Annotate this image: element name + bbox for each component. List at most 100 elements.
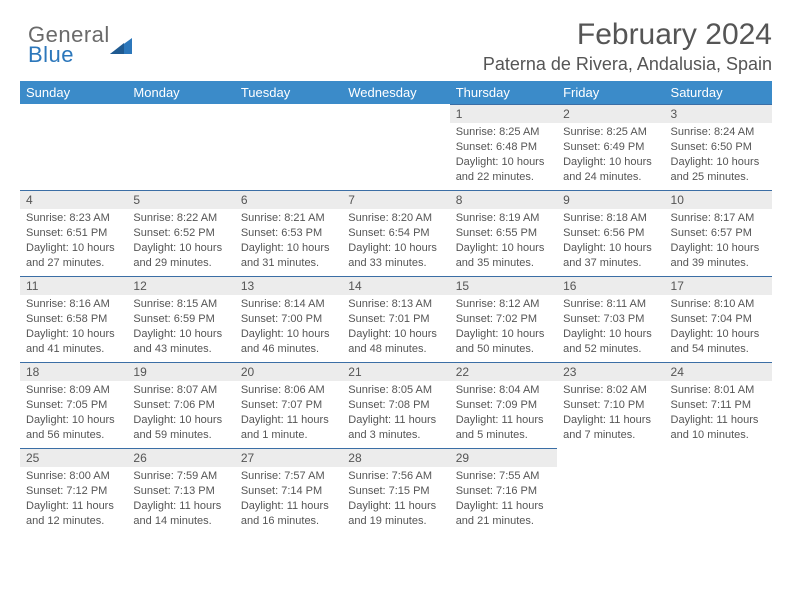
calendar-table: Sunday Monday Tuesday Wednesday Thursday… bbox=[20, 81, 772, 532]
day-number: 6 bbox=[235, 190, 342, 209]
day-header: Tuesday bbox=[235, 81, 342, 104]
day-number: 1 bbox=[450, 104, 557, 123]
day-header: Thursday bbox=[450, 81, 557, 104]
calendar-cell: 28Sunrise: 7:56 AMSunset: 7:15 PMDayligh… bbox=[342, 448, 449, 532]
month-title: February 2024 bbox=[483, 18, 772, 52]
calendar-cell bbox=[342, 104, 449, 190]
calendar-cell bbox=[235, 104, 342, 190]
day-number: 8 bbox=[450, 190, 557, 209]
calendar-cell: 11Sunrise: 8:16 AMSunset: 6:58 PMDayligh… bbox=[20, 276, 127, 362]
day-details: Sunrise: 7:57 AMSunset: 7:14 PMDaylight:… bbox=[235, 467, 342, 532]
calendar-cell: 4Sunrise: 8:23 AMSunset: 6:51 PMDaylight… bbox=[20, 190, 127, 276]
calendar-cell: 14Sunrise: 8:13 AMSunset: 7:01 PMDayligh… bbox=[342, 276, 449, 362]
day-details: Sunrise: 8:17 AMSunset: 6:57 PMDaylight:… bbox=[665, 209, 772, 274]
calendar-cell: 1Sunrise: 8:25 AMSunset: 6:48 PMDaylight… bbox=[450, 104, 557, 190]
day-details: Sunrise: 8:06 AMSunset: 7:07 PMDaylight:… bbox=[235, 381, 342, 446]
day-details: Sunrise: 8:25 AMSunset: 6:48 PMDaylight:… bbox=[450, 123, 557, 188]
day-number: 22 bbox=[450, 362, 557, 381]
calendar-cell: 6Sunrise: 8:21 AMSunset: 6:53 PMDaylight… bbox=[235, 190, 342, 276]
calendar-week-row: 18Sunrise: 8:09 AMSunset: 7:05 PMDayligh… bbox=[20, 362, 772, 448]
day-details: Sunrise: 8:20 AMSunset: 6:54 PMDaylight:… bbox=[342, 209, 449, 274]
day-details: Sunrise: 8:22 AMSunset: 6:52 PMDaylight:… bbox=[127, 209, 234, 274]
day-details: Sunrise: 8:18 AMSunset: 6:56 PMDaylight:… bbox=[557, 209, 664, 274]
calendar-cell: 5Sunrise: 8:22 AMSunset: 6:52 PMDaylight… bbox=[127, 190, 234, 276]
calendar-week-row: 1Sunrise: 8:25 AMSunset: 6:48 PMDaylight… bbox=[20, 104, 772, 190]
header: General Blue February 2024 Paterna de Ri… bbox=[20, 18, 772, 75]
day-number: 28 bbox=[342, 448, 449, 467]
calendar-cell: 21Sunrise: 8:05 AMSunset: 7:08 PMDayligh… bbox=[342, 362, 449, 448]
day-number: 25 bbox=[20, 448, 127, 467]
calendar-cell: 9Sunrise: 8:18 AMSunset: 6:56 PMDaylight… bbox=[557, 190, 664, 276]
day-number: 5 bbox=[127, 190, 234, 209]
day-details: Sunrise: 8:10 AMSunset: 7:04 PMDaylight:… bbox=[665, 295, 772, 360]
day-number: 15 bbox=[450, 276, 557, 295]
calendar-cell bbox=[127, 104, 234, 190]
calendar-cell: 12Sunrise: 8:15 AMSunset: 6:59 PMDayligh… bbox=[127, 276, 234, 362]
day-header: Monday bbox=[127, 81, 234, 104]
day-header-row: Sunday Monday Tuesday Wednesday Thursday… bbox=[20, 81, 772, 104]
day-number: 4 bbox=[20, 190, 127, 209]
calendar-cell: 20Sunrise: 8:06 AMSunset: 7:07 PMDayligh… bbox=[235, 362, 342, 448]
day-number: 16 bbox=[557, 276, 664, 295]
calendar-cell: 24Sunrise: 8:01 AMSunset: 7:11 PMDayligh… bbox=[665, 362, 772, 448]
logo-word-blue: Blue bbox=[28, 44, 110, 66]
day-details: Sunrise: 8:15 AMSunset: 6:59 PMDaylight:… bbox=[127, 295, 234, 360]
title-block: February 2024 Paterna de Rivera, Andalus… bbox=[483, 18, 772, 75]
empty-day bbox=[235, 104, 342, 122]
calendar-cell: 8Sunrise: 8:19 AMSunset: 6:55 PMDaylight… bbox=[450, 190, 557, 276]
day-details: Sunrise: 8:14 AMSunset: 7:00 PMDaylight:… bbox=[235, 295, 342, 360]
calendar-cell: 25Sunrise: 8:00 AMSunset: 7:12 PMDayligh… bbox=[20, 448, 127, 532]
day-details: Sunrise: 8:09 AMSunset: 7:05 PMDaylight:… bbox=[20, 381, 127, 446]
day-details: Sunrise: 8:02 AMSunset: 7:10 PMDaylight:… bbox=[557, 381, 664, 446]
day-number: 2 bbox=[557, 104, 664, 123]
calendar-page: General Blue February 2024 Paterna de Ri… bbox=[0, 0, 792, 542]
calendar-cell: 23Sunrise: 8:02 AMSunset: 7:10 PMDayligh… bbox=[557, 362, 664, 448]
day-header: Sunday bbox=[20, 81, 127, 104]
day-header: Saturday bbox=[665, 81, 772, 104]
day-number: 27 bbox=[235, 448, 342, 467]
calendar-cell: 3Sunrise: 8:24 AMSunset: 6:50 PMDaylight… bbox=[665, 104, 772, 190]
logo: General Blue bbox=[28, 24, 134, 66]
logo-triangle-icon bbox=[110, 36, 134, 56]
day-details: Sunrise: 8:05 AMSunset: 7:08 PMDaylight:… bbox=[342, 381, 449, 446]
day-details: Sunrise: 8:04 AMSunset: 7:09 PMDaylight:… bbox=[450, 381, 557, 446]
day-number: 24 bbox=[665, 362, 772, 381]
day-details: Sunrise: 7:59 AMSunset: 7:13 PMDaylight:… bbox=[127, 467, 234, 532]
calendar-cell: 7Sunrise: 8:20 AMSunset: 6:54 PMDaylight… bbox=[342, 190, 449, 276]
day-number: 17 bbox=[665, 276, 772, 295]
calendar-cell bbox=[665, 448, 772, 532]
day-details: Sunrise: 8:23 AMSunset: 6:51 PMDaylight:… bbox=[20, 209, 127, 274]
day-details: Sunrise: 7:56 AMSunset: 7:15 PMDaylight:… bbox=[342, 467, 449, 532]
day-number: 19 bbox=[127, 362, 234, 381]
day-details: Sunrise: 8:21 AMSunset: 6:53 PMDaylight:… bbox=[235, 209, 342, 274]
day-number: 21 bbox=[342, 362, 449, 381]
empty-day bbox=[20, 104, 127, 122]
day-details: Sunrise: 8:11 AMSunset: 7:03 PMDaylight:… bbox=[557, 295, 664, 360]
day-header: Friday bbox=[557, 81, 664, 104]
day-details: Sunrise: 8:19 AMSunset: 6:55 PMDaylight:… bbox=[450, 209, 557, 274]
day-number: 11 bbox=[20, 276, 127, 295]
day-details: Sunrise: 8:24 AMSunset: 6:50 PMDaylight:… bbox=[665, 123, 772, 188]
day-header: Wednesday bbox=[342, 81, 449, 104]
calendar-cell: 27Sunrise: 7:57 AMSunset: 7:14 PMDayligh… bbox=[235, 448, 342, 532]
calendar-cell: 18Sunrise: 8:09 AMSunset: 7:05 PMDayligh… bbox=[20, 362, 127, 448]
day-number: 9 bbox=[557, 190, 664, 209]
calendar-week-row: 11Sunrise: 8:16 AMSunset: 6:58 PMDayligh… bbox=[20, 276, 772, 362]
day-details: Sunrise: 8:16 AMSunset: 6:58 PMDaylight:… bbox=[20, 295, 127, 360]
day-number: 13 bbox=[235, 276, 342, 295]
calendar-cell: 10Sunrise: 8:17 AMSunset: 6:57 PMDayligh… bbox=[665, 190, 772, 276]
day-number: 23 bbox=[557, 362, 664, 381]
calendar-cell: 19Sunrise: 8:07 AMSunset: 7:06 PMDayligh… bbox=[127, 362, 234, 448]
day-details: Sunrise: 8:25 AMSunset: 6:49 PMDaylight:… bbox=[557, 123, 664, 188]
calendar-cell: 2Sunrise: 8:25 AMSunset: 6:49 PMDaylight… bbox=[557, 104, 664, 190]
calendar-cell: 29Sunrise: 7:55 AMSunset: 7:16 PMDayligh… bbox=[450, 448, 557, 532]
calendar-cell bbox=[20, 104, 127, 190]
empty-day bbox=[127, 104, 234, 122]
empty-day bbox=[342, 104, 449, 122]
day-details: Sunrise: 8:01 AMSunset: 7:11 PMDaylight:… bbox=[665, 381, 772, 446]
day-number: 26 bbox=[127, 448, 234, 467]
day-details: Sunrise: 8:00 AMSunset: 7:12 PMDaylight:… bbox=[20, 467, 127, 532]
day-details: Sunrise: 7:55 AMSunset: 7:16 PMDaylight:… bbox=[450, 467, 557, 532]
day-number: 7 bbox=[342, 190, 449, 209]
calendar-cell: 16Sunrise: 8:11 AMSunset: 7:03 PMDayligh… bbox=[557, 276, 664, 362]
